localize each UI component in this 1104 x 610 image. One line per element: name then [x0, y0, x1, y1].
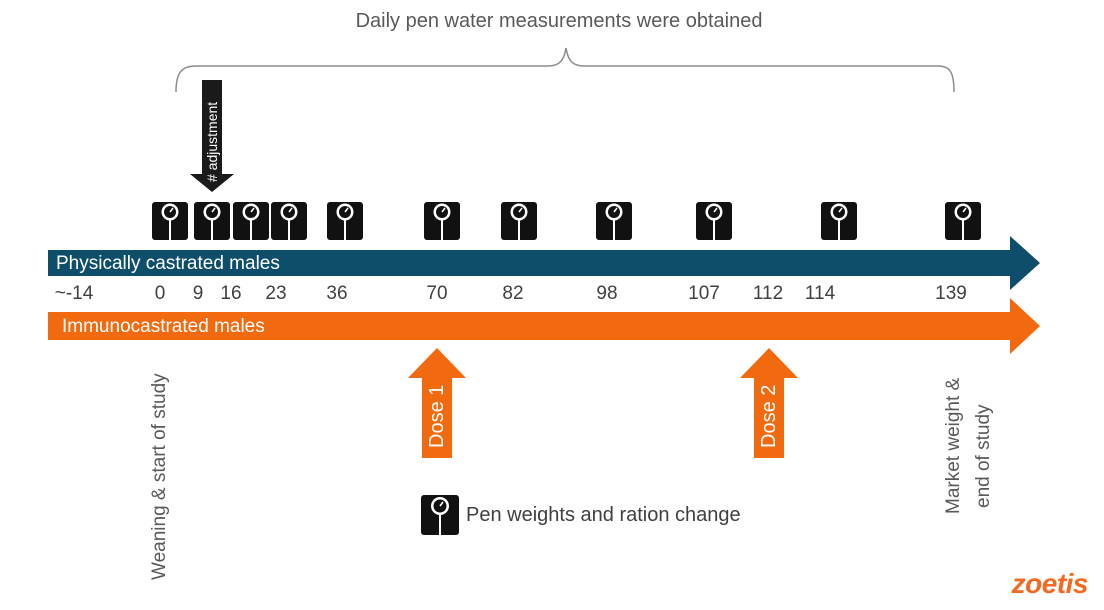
legend-scale-icon	[421, 495, 459, 535]
day-label: 0	[154, 283, 166, 304]
scale-icon	[423, 201, 461, 241]
day-label: ~-14	[54, 283, 94, 304]
scale-icon	[193, 201, 231, 241]
scale-icon	[151, 201, 189, 241]
end-milestone-label-line1: Market weight &	[943, 377, 964, 514]
day-label: 36	[326, 283, 348, 304]
day-label: 107	[688, 283, 720, 304]
day-label: 114	[804, 283, 836, 304]
scale-icon	[232, 201, 270, 241]
day-label: 139	[935, 283, 967, 304]
day-label: 112	[752, 283, 784, 304]
start-milestone-label: Weaning & start of study	[149, 373, 170, 580]
day-label: 98	[596, 283, 618, 304]
zoetis-logo: zoetis	[1011, 568, 1089, 599]
day-label: 9	[192, 283, 204, 304]
scale-icon	[270, 201, 308, 241]
day-label: 82	[502, 283, 524, 304]
end-milestone-label-line2: end of study	[973, 404, 994, 508]
scale-icon	[500, 201, 538, 241]
immuno-band-label: Immunocastrated males	[62, 316, 265, 337]
dose-1-label: Dose 1	[426, 384, 448, 448]
adjustment-label: # adjustment	[204, 101, 220, 182]
legend-label: Pen weights and ration change	[466, 504, 741, 526]
bracket-label: Daily pen water measurements were obtain…	[355, 10, 763, 32]
day-label: 16	[220, 283, 242, 304]
dose-2-arrow	[740, 348, 798, 458]
day-label: 70	[426, 283, 448, 304]
scale-icon	[695, 201, 733, 241]
scale-icon	[820, 201, 858, 241]
adjustment-arrow	[190, 80, 234, 192]
physical-band-label: Physically castrated males	[56, 253, 280, 274]
dose-2-label: Dose 2	[758, 384, 780, 448]
scale-icon	[326, 201, 364, 241]
scale-icon	[944, 201, 982, 241]
scale-icon	[595, 201, 633, 241]
dose-1-arrow	[408, 348, 466, 458]
immuno-band-arrow	[48, 298, 1040, 354]
physical-band-arrow	[48, 236, 1040, 290]
day-label: 23	[265, 283, 287, 304]
